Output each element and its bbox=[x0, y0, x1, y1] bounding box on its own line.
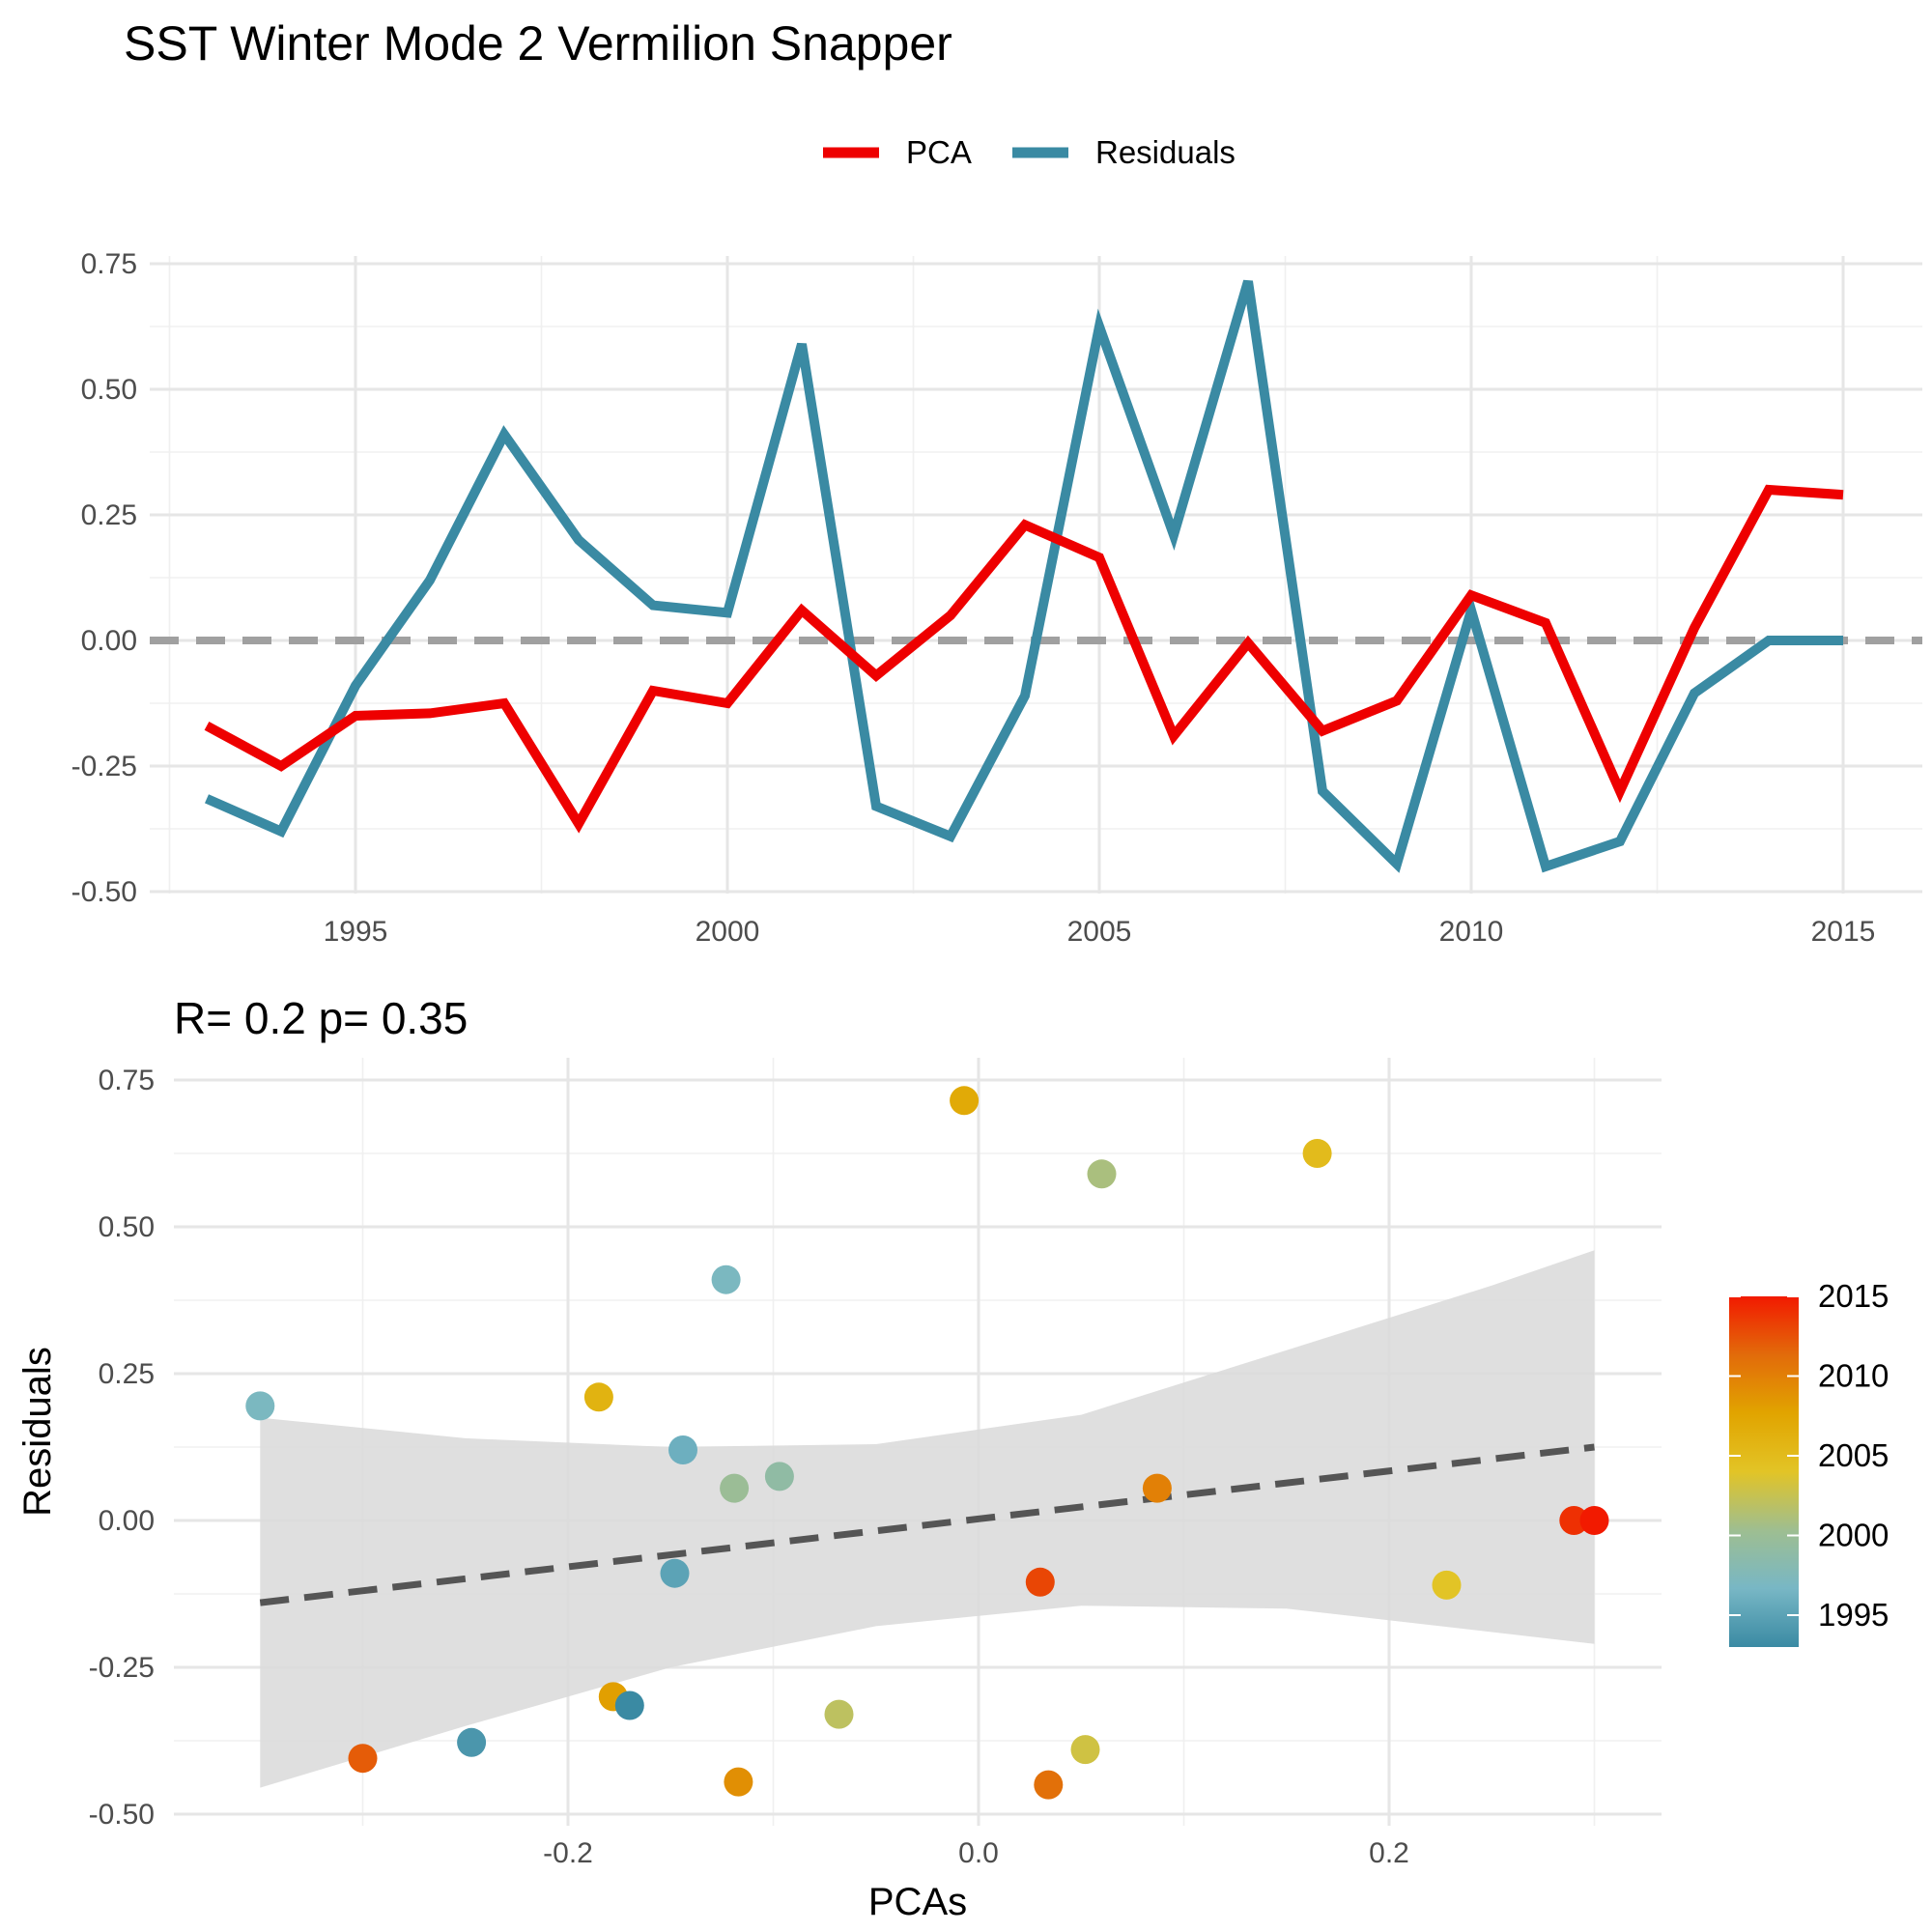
scatter-point bbox=[348, 1744, 378, 1774]
x-tick-label: 2000 bbox=[696, 916, 760, 948]
colorbar-label: 2000 bbox=[1818, 1518, 1889, 1553]
y-tick-label: 0.00 bbox=[99, 1505, 155, 1537]
scatter-point bbox=[1579, 1506, 1609, 1535]
scatter-point bbox=[1432, 1570, 1462, 1600]
y-tick-label: -0.25 bbox=[89, 1652, 155, 1684]
scatter-point bbox=[724, 1767, 753, 1797]
scatter-chart: -0.2 0.0 0.2 -0.50 -0.25 0.00 0.25 0.50 0.75 bbox=[89, 1058, 1662, 1869]
scatter-point bbox=[457, 1727, 487, 1757]
y-tick-label: 0.00 bbox=[81, 625, 137, 657]
x-axis-title: PCAs bbox=[868, 1881, 967, 1923]
scatter-point bbox=[720, 1473, 750, 1503]
x-tick-label: 1995 bbox=[324, 916, 388, 948]
y-tick-label: 0.50 bbox=[81, 374, 137, 406]
scatter-point bbox=[824, 1699, 854, 1729]
legend-label-pca: PCA bbox=[906, 134, 972, 170]
y-tick-label: 0.75 bbox=[99, 1065, 155, 1096]
x-tick-label: 2010 bbox=[1439, 916, 1504, 948]
x-tick-label: 0.2 bbox=[1369, 1837, 1409, 1869]
confidence-band bbox=[260, 1250, 1595, 1788]
scatter-point bbox=[711, 1264, 741, 1294]
scatter-point bbox=[660, 1558, 690, 1588]
y-tick-label: -0.50 bbox=[89, 1799, 155, 1831]
scatter-point bbox=[950, 1086, 980, 1116]
scatter-point bbox=[1025, 1567, 1055, 1597]
x-tick-label: 0.0 bbox=[958, 1837, 999, 1869]
colorbar-label: 1995 bbox=[1818, 1597, 1889, 1633]
scatter-point bbox=[764, 1462, 794, 1492]
scatter-point bbox=[1070, 1735, 1100, 1765]
y-tick-label: 0.75 bbox=[81, 248, 137, 280]
colorbar-label: 2005 bbox=[1818, 1437, 1889, 1473]
scatter-point bbox=[583, 1382, 613, 1412]
y-tick-label: 0.50 bbox=[99, 1211, 155, 1243]
x-tick-label: 2005 bbox=[1067, 916, 1132, 948]
scatter-point bbox=[1087, 1159, 1117, 1189]
scatter-point bbox=[668, 1435, 697, 1464]
x-tick-label: -0.2 bbox=[543, 1837, 593, 1869]
y-axis-title: Residuals bbox=[16, 1347, 59, 1517]
legend-label-residuals: Residuals bbox=[1095, 134, 1236, 170]
scatter-point bbox=[1559, 1506, 1589, 1535]
scatter-point bbox=[614, 1690, 644, 1720]
y-tick-label: 0.25 bbox=[99, 1358, 155, 1390]
time-series-chart: 1995 2000 2005 2010 2015 -0.50 -0.25 0.00 0.25 0.… bbox=[71, 248, 1922, 948]
x-tick-label: 2015 bbox=[1811, 916, 1876, 948]
series-line-residuals bbox=[204, 279, 1843, 873]
y-tick-label: -0.50 bbox=[71, 876, 137, 908]
scatter-point bbox=[1034, 1770, 1064, 1800]
y-tick-label: -0.25 bbox=[71, 751, 137, 782]
scatter-subtitle: R= 0.2 p= 0.35 bbox=[174, 993, 468, 1043]
scatter-point bbox=[245, 1391, 275, 1421]
series-line-pca bbox=[204, 484, 1844, 834]
colorbar-gradient bbox=[1729, 1296, 1799, 1647]
line-legend: PCA Residuals bbox=[823, 134, 1236, 170]
colorbar-label: 2015 bbox=[1818, 1278, 1889, 1314]
colorbar-label: 2010 bbox=[1818, 1358, 1889, 1394]
y-tick-label: 0.25 bbox=[81, 499, 137, 531]
scatter-point bbox=[1142, 1473, 1172, 1503]
scatter-point bbox=[1302, 1139, 1332, 1168]
chart-title: SST Winter Mode 2 Vermilion Snapper bbox=[124, 16, 952, 71]
year-colorbar: 2015 2010 2005 2000 1995 bbox=[1729, 1278, 1889, 1647]
regression-trend-line bbox=[259, 1443, 1595, 1606]
